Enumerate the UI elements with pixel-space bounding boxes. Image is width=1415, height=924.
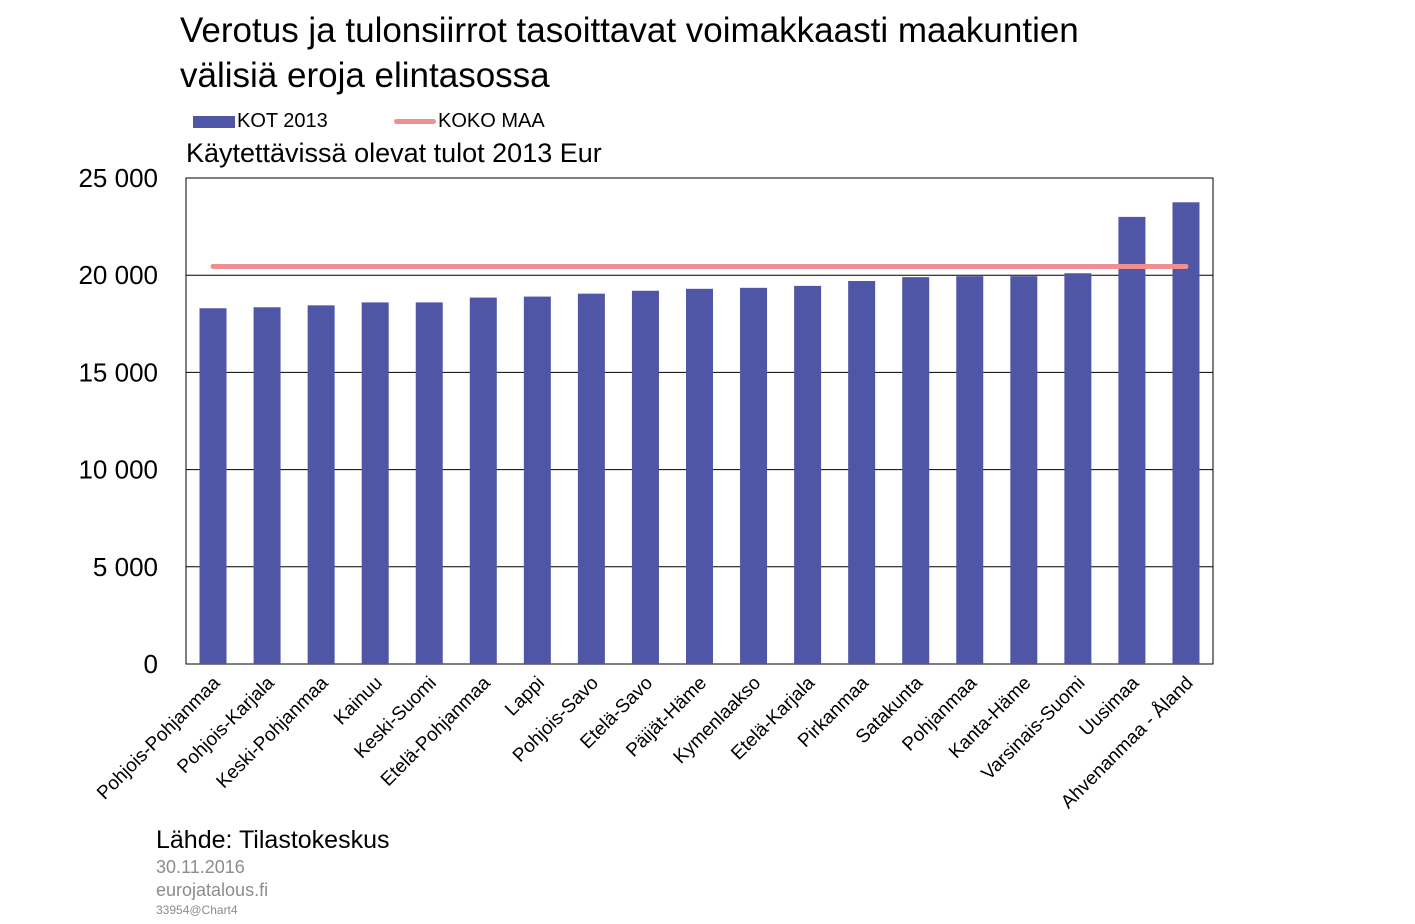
bar bbox=[361, 302, 389, 664]
bar bbox=[848, 281, 876, 664]
chart-subtitle: Käytettävissä olevat tulot 2013 Eur bbox=[186, 138, 602, 168]
bar bbox=[956, 276, 984, 664]
x-tick-label: Lappi bbox=[501, 673, 549, 721]
bar bbox=[1118, 216, 1146, 664]
bar bbox=[902, 277, 930, 664]
legend-swatch-line bbox=[394, 119, 436, 124]
y-tick-label: 20 000 bbox=[78, 260, 158, 290]
y-tick-label: 5 000 bbox=[93, 552, 158, 582]
bar bbox=[794, 285, 822, 664]
legend-label-kot-2013: KOT 2013 bbox=[237, 110, 328, 132]
bar bbox=[415, 302, 443, 664]
site-note: eurojatalous.fi bbox=[156, 880, 269, 900]
legend-item-kot-2013: KOT 2013 bbox=[193, 110, 328, 133]
bar bbox=[577, 293, 605, 664]
bar bbox=[631, 290, 659, 664]
bar bbox=[523, 296, 551, 664]
bar bbox=[253, 307, 281, 664]
x-tick-label: Pohjois-Karjala bbox=[173, 672, 279, 778]
date-note: 30.11.2016 bbox=[156, 857, 245, 877]
bar bbox=[469, 297, 497, 664]
bar bbox=[1172, 202, 1200, 665]
y-tick-label: 25 000 bbox=[78, 163, 158, 193]
chart-title: Verotus ja tulonsiirrot tasoittavat voim… bbox=[180, 8, 1280, 98]
x-tick-label: Varsinais-Suomi bbox=[978, 673, 1090, 785]
legend-item-koko-maa: KOKO MAA bbox=[394, 110, 545, 133]
y-tick-label: 15 000 bbox=[78, 357, 158, 387]
legend-swatch-bar bbox=[193, 115, 235, 128]
bar bbox=[199, 308, 227, 664]
bar bbox=[1064, 273, 1092, 664]
y-tick-label: 10 000 bbox=[78, 455, 158, 485]
chart-title-line-1: Verotus ja tulonsiirrot tasoittavat voim… bbox=[180, 11, 1079, 50]
bar bbox=[686, 288, 713, 664]
bar bbox=[1010, 276, 1038, 664]
chart-title-line-2: välisiä eroja elintasossa bbox=[180, 56, 550, 95]
bar bbox=[740, 287, 768, 664]
legend-label-koko-maa: KOKO MAA bbox=[438, 110, 545, 132]
y-tick-label: 0 bbox=[144, 649, 158, 679]
source-note: Lähde: Tilastokeskus bbox=[156, 826, 390, 854]
chart-code-note: 33954@Chart4 bbox=[156, 903, 238, 917]
bar bbox=[307, 305, 335, 664]
